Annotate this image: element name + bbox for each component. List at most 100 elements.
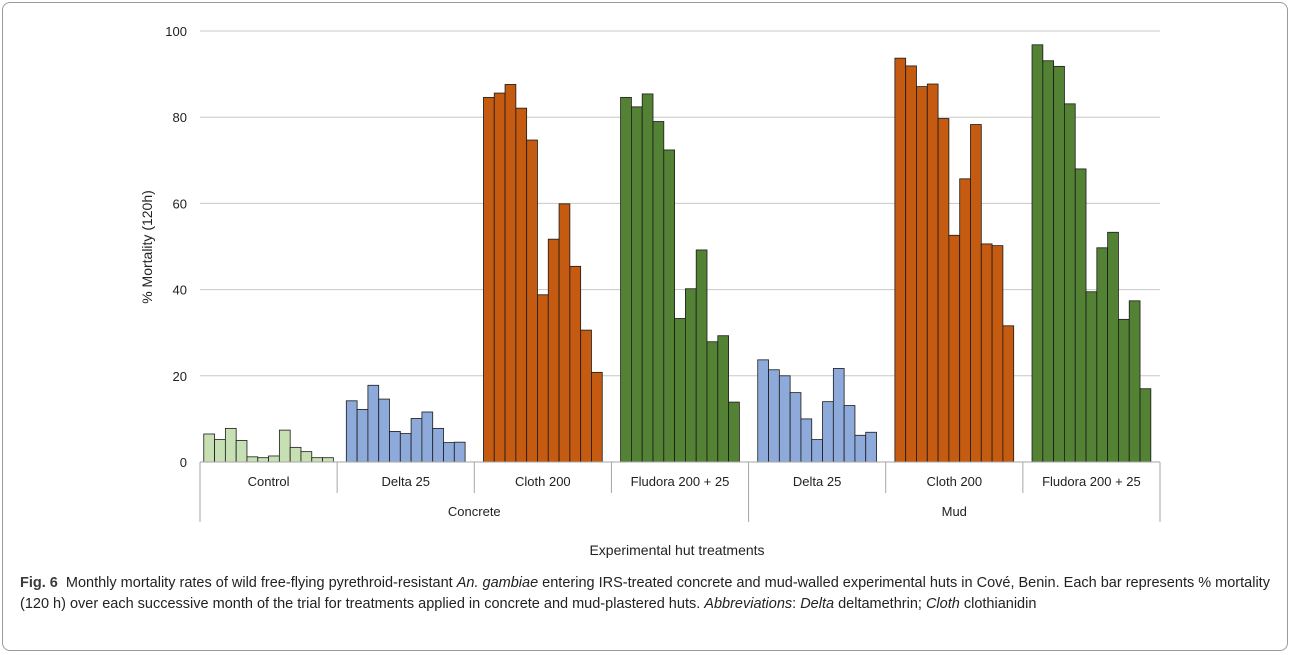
bar xyxy=(203,433,215,463)
bar xyxy=(300,451,313,463)
x-category-label: Fludora 200 + 25 xyxy=(631,474,730,489)
bar xyxy=(1118,318,1130,463)
bar xyxy=(268,455,280,463)
bar xyxy=(778,375,791,463)
bar xyxy=(717,335,729,463)
bar xyxy=(1128,300,1141,463)
x-category-label: Delta 25 xyxy=(793,474,841,489)
bar xyxy=(894,57,907,463)
bar xyxy=(620,96,632,463)
caption-cloth-abbr: Cloth xyxy=(925,596,960,612)
x-axis-label: Experimental hut treatments xyxy=(589,542,764,558)
y-tick-label: 100 xyxy=(165,24,187,39)
bar xyxy=(1107,231,1119,463)
bar xyxy=(1053,65,1065,463)
bar xyxy=(443,442,455,463)
bar xyxy=(905,65,917,463)
bar xyxy=(246,456,259,463)
bar xyxy=(652,121,665,463)
bar xyxy=(822,401,834,463)
x-category-label: Fludora 200 + 25 xyxy=(1042,474,1141,489)
bar xyxy=(695,249,708,463)
bar xyxy=(526,139,538,463)
bar xyxy=(1042,60,1055,463)
bar xyxy=(224,427,237,463)
bar xyxy=(728,401,740,463)
bar xyxy=(569,265,582,463)
bar xyxy=(631,106,643,463)
bar xyxy=(421,411,434,463)
bar xyxy=(289,446,302,463)
x-category-label: Cloth 200 xyxy=(926,474,982,489)
bar xyxy=(1074,168,1087,463)
y-tick-label: 20 xyxy=(173,369,187,384)
bar xyxy=(515,107,528,463)
caption-text-5: clothianidin xyxy=(959,596,1037,612)
caption-text-4: deltamethrin; xyxy=(834,596,926,612)
bar xyxy=(757,359,769,463)
bar xyxy=(311,457,323,463)
bar xyxy=(483,96,495,463)
caption-text-1: Monthly mortality rates of wild free-fly… xyxy=(65,575,457,591)
caption-species: An. gambiae xyxy=(456,575,539,591)
x-group-label: Concrete xyxy=(448,504,501,519)
bar xyxy=(1085,291,1098,463)
bar xyxy=(378,398,390,463)
bar xyxy=(865,431,877,463)
bar xyxy=(641,93,654,463)
bar xyxy=(768,369,780,463)
bar xyxy=(706,341,719,463)
x-category-label: Cloth 200 xyxy=(515,474,571,489)
bar xyxy=(214,439,226,463)
bar xyxy=(926,83,939,463)
bar xyxy=(1096,247,1109,463)
y-tick-label: 40 xyxy=(173,283,187,298)
caption-text-2: entering IRS-treated concrete and mud-wa… xyxy=(20,575,1270,612)
bar xyxy=(453,441,466,463)
bar xyxy=(504,84,517,463)
bar xyxy=(399,433,412,463)
y-axis-label: % Mortality (120h) xyxy=(139,190,155,304)
x-category-label: Delta 25 xyxy=(382,474,430,489)
bar xyxy=(980,243,993,463)
bar xyxy=(558,203,571,463)
bar xyxy=(832,368,845,463)
y-tick-label: 60 xyxy=(173,196,187,211)
bar xyxy=(1064,103,1076,463)
bar xyxy=(257,457,269,463)
axes xyxy=(199,461,1161,522)
bar xyxy=(811,439,823,463)
bar xyxy=(1002,325,1015,463)
y-tick-label: 0 xyxy=(180,455,187,470)
bar xyxy=(278,429,291,463)
bar xyxy=(916,86,928,463)
bar xyxy=(345,400,358,463)
bar xyxy=(843,405,856,463)
bar xyxy=(432,427,444,463)
bar xyxy=(991,245,1004,463)
bar xyxy=(537,294,549,463)
caption-abbrev-label: Abbreviations xyxy=(704,596,793,612)
figure-caption: Fig. 6 Monthly mortality rates of wild fr… xyxy=(20,573,1270,615)
x-category-label: Control xyxy=(248,474,290,489)
bar xyxy=(410,418,423,463)
bar xyxy=(322,457,334,463)
x-group-label: Mud xyxy=(942,504,967,519)
bar xyxy=(367,384,380,463)
bar xyxy=(854,434,867,463)
bar xyxy=(356,409,369,463)
figure-label: Fig. 6 xyxy=(20,575,58,591)
bar xyxy=(1031,44,1044,463)
bar xyxy=(580,329,592,463)
y-tick-label: 80 xyxy=(173,110,187,125)
caption-text-3: : xyxy=(792,596,801,612)
bars xyxy=(203,44,1152,463)
bar xyxy=(1139,388,1152,463)
x-category-labels: Control Delta 25 Cloth 200 Fludora 200 + 25… xyxy=(248,474,1141,519)
bar xyxy=(235,440,248,463)
bar xyxy=(389,430,401,463)
bar xyxy=(663,149,675,463)
bar xyxy=(493,92,506,463)
bar xyxy=(800,418,813,463)
